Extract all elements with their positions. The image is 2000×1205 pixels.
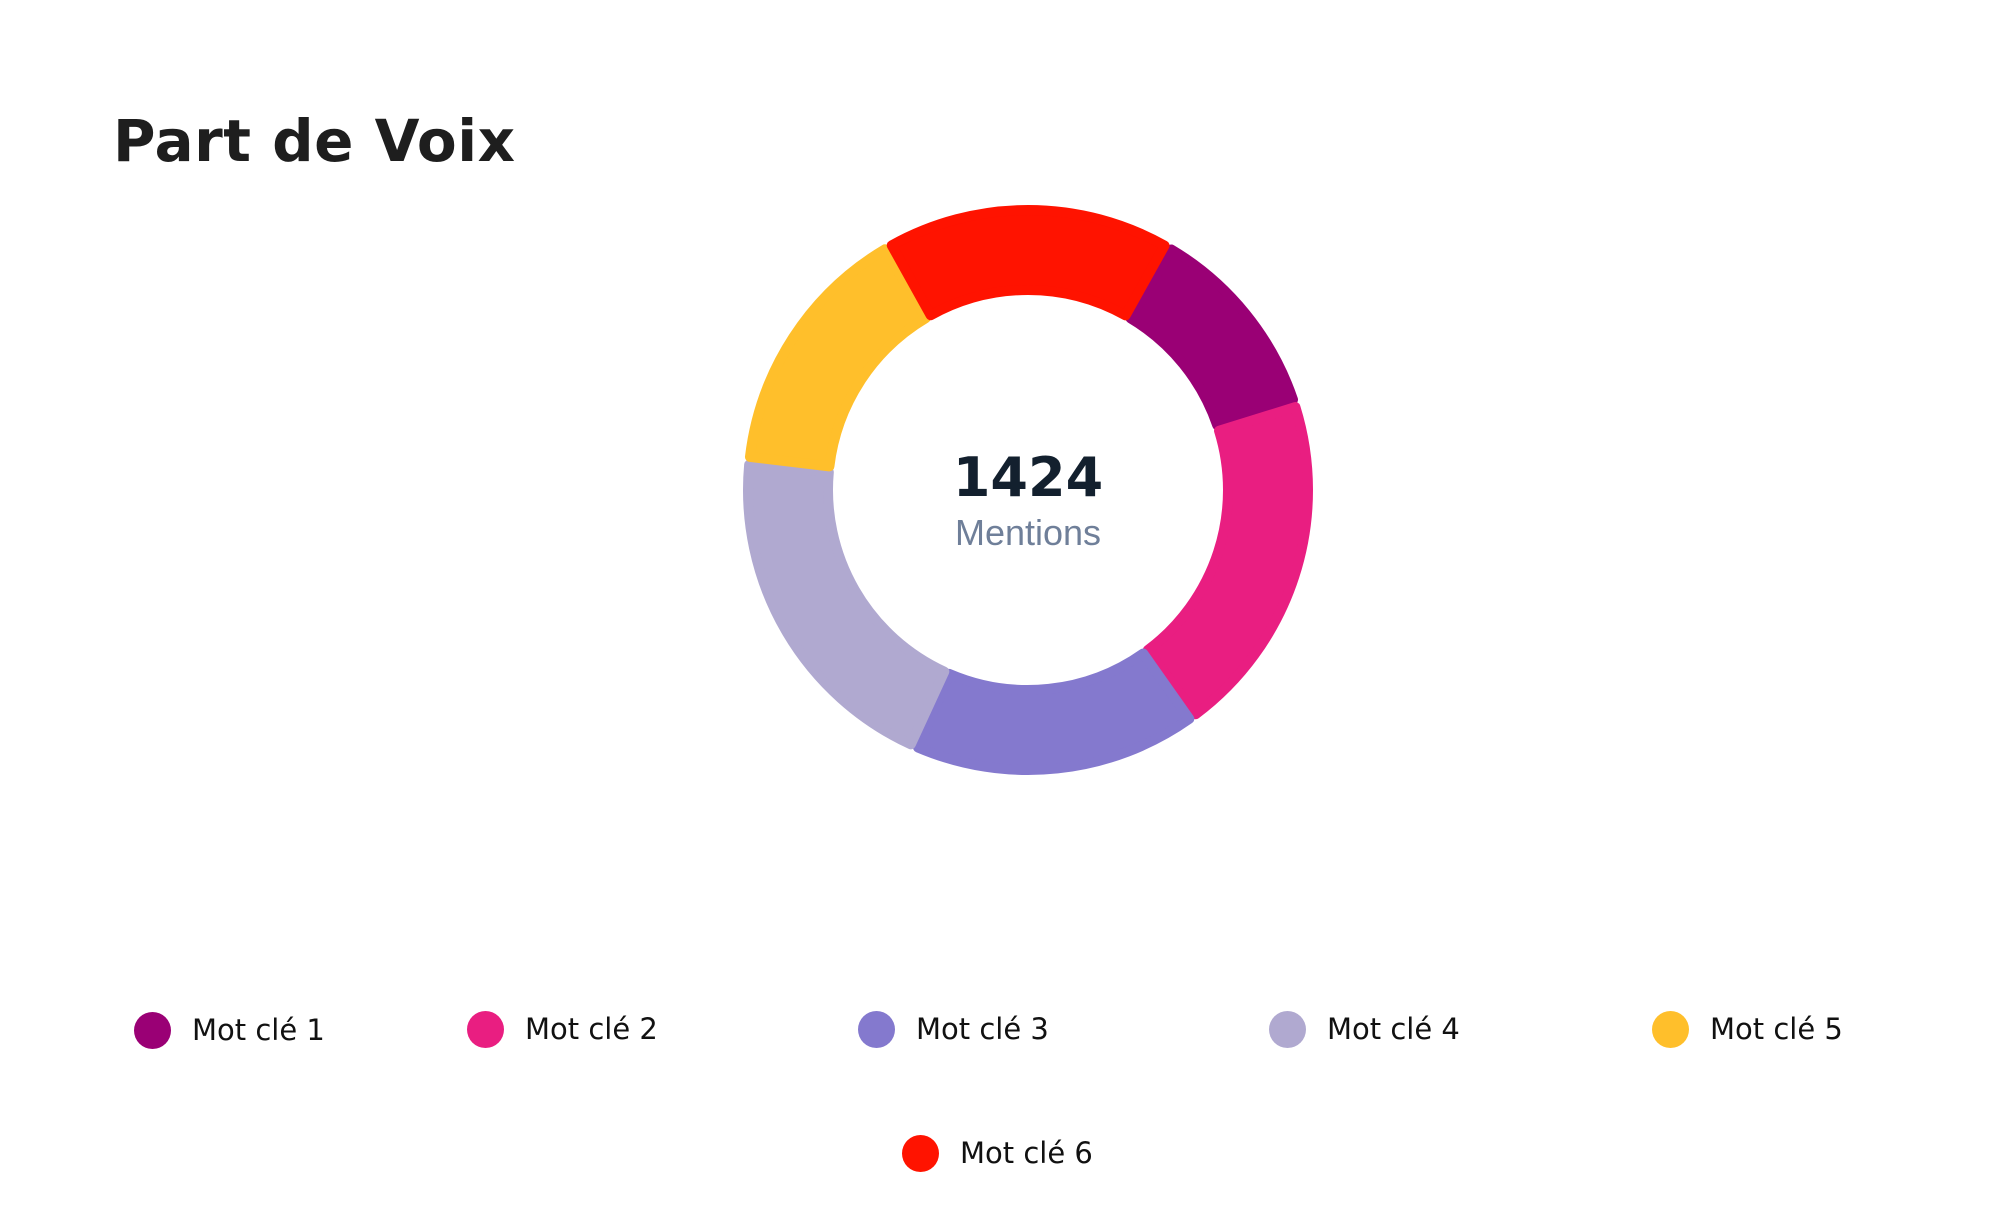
legend-dot-icon [1652,1010,1689,1048]
legend-dot-icon [134,1011,171,1049]
legend-dot-icon [902,1134,939,1172]
legend-item-6[interactable]: Mot clé 6 [902,1131,1093,1175]
donut-segment-4[interactable] [743,459,950,750]
legend-label: Mot clé 6 [960,1136,1093,1170]
legend-dot-icon [467,1010,504,1048]
legend-item-1[interactable]: Mot clé 1 [134,1008,325,1052]
legend-item-4[interactable]: Mot clé 4 [1269,1007,1460,1051]
total-mentions-value: 1424 [953,446,1103,509]
legend-label: Mot clé 3 [916,1012,1049,1046]
donut-segment-1[interactable] [1125,244,1299,431]
legend-label: Mot clé 4 [1327,1012,1460,1046]
legend-label: Mot clé 5 [1710,1012,1843,1046]
donut-segment-5[interactable] [744,244,931,472]
donut-segment-2[interactable] [1142,402,1313,720]
total-mentions-label: Mentions [955,512,1101,553]
donut-segment-6[interactable] [886,205,1170,321]
chart-title: Part de Voix [113,107,516,175]
legend-dot-icon [858,1010,895,1048]
legend-item-2[interactable]: Mot clé 2 [467,1007,658,1051]
legend-label: Mot clé 2 [525,1012,658,1046]
donut-segment-3[interactable] [912,648,1195,775]
legend-item-5[interactable]: Mot clé 5 [1652,1007,1843,1051]
legend-item-3[interactable]: Mot clé 3 [858,1007,1049,1051]
legend-label: Mot clé 1 [192,1013,325,1047]
legend-dot-icon [1269,1010,1306,1048]
donut-segments [743,205,1313,775]
